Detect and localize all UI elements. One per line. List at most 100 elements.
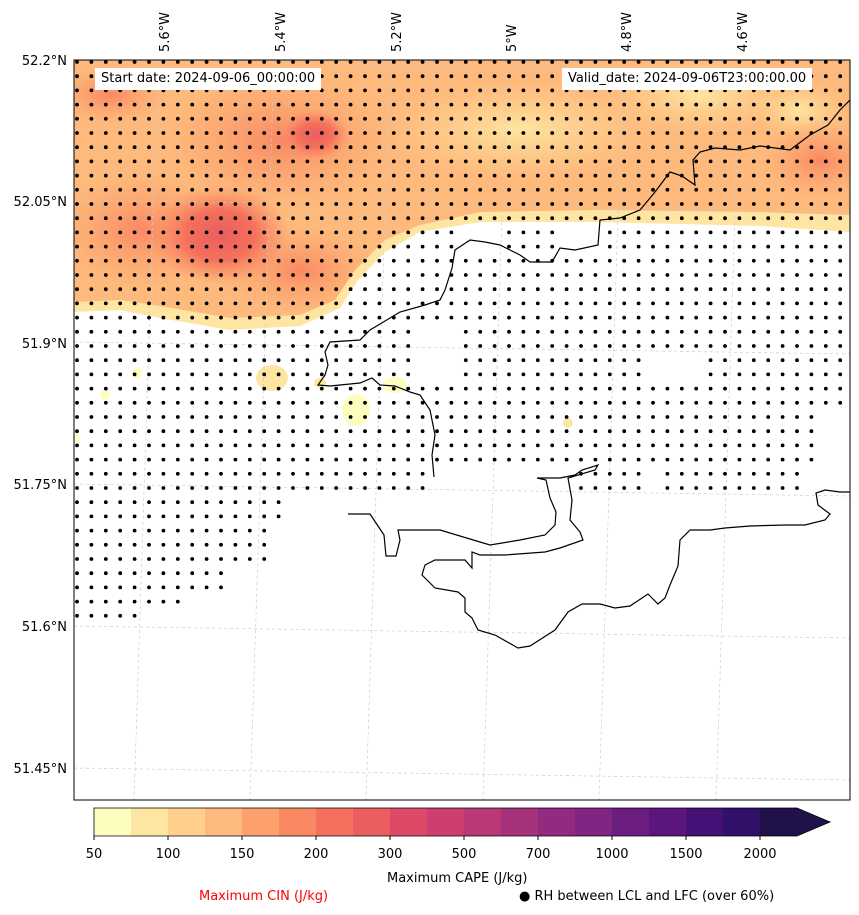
rh-dot	[348, 102, 353, 107]
rh-dot	[593, 131, 598, 135]
rh-dot	[204, 443, 209, 448]
rh-dot	[823, 202, 828, 206]
rh-dot	[391, 102, 396, 107]
rh-dot	[622, 273, 627, 277]
rh-dot	[319, 258, 324, 263]
rh-dot	[780, 230, 785, 235]
rh-dot	[679, 301, 684, 306]
rh-dot	[132, 457, 137, 462]
rh-dot	[593, 429, 598, 434]
lon-tick-label: 5.6°W	[158, 12, 173, 52]
rh-dot	[219, 372, 223, 377]
rh-dot	[132, 230, 137, 235]
rh-dot	[334, 159, 339, 164]
rh-dot	[161, 486, 166, 490]
rh-dot	[579, 486, 583, 490]
rh-dot	[694, 429, 699, 434]
rh-dot	[766, 216, 771, 221]
rh-dot	[118, 542, 123, 547]
colorbar-tick-label: 300	[378, 847, 403, 862]
rh-dot	[219, 571, 223, 576]
rh-dot	[507, 173, 511, 178]
rh-dot	[564, 415, 569, 419]
rh-dot	[723, 173, 727, 178]
rh-dot	[751, 358, 756, 363]
rh-dot	[348, 301, 353, 306]
rh-dot	[665, 131, 670, 135]
rh-dot	[478, 457, 483, 462]
rh-dot	[809, 443, 814, 448]
rh-dot	[89, 173, 94, 178]
rh-dot	[651, 329, 655, 334]
rh-dot	[103, 273, 108, 277]
rh-dot	[291, 287, 295, 292]
rh-dot	[838, 273, 843, 277]
rh-dot	[795, 301, 799, 306]
colorbar-swatch	[205, 808, 243, 836]
rh-dot	[478, 145, 483, 150]
rh-dot	[823, 244, 828, 249]
rh-dot	[780, 273, 785, 277]
rh-dot	[737, 372, 742, 377]
rh-dot	[175, 258, 180, 263]
rh-dot	[420, 443, 425, 448]
rh-dot	[723, 131, 727, 135]
rh-dot	[132, 315, 137, 320]
rh-dot	[737, 159, 742, 164]
rh-dot	[391, 471, 396, 476]
rh-dot	[507, 145, 511, 150]
rh-dot	[492, 187, 497, 192]
rh-dot	[291, 145, 295, 150]
rh-dot	[391, 131, 396, 135]
rh-dot	[636, 102, 641, 107]
rh-dot	[291, 159, 295, 164]
rh-dot	[651, 202, 655, 206]
rh-dot	[751, 457, 756, 462]
rh-dot	[305, 102, 310, 107]
rh-dot	[694, 329, 699, 334]
rh-dot	[478, 358, 483, 363]
rh-dot	[679, 471, 684, 476]
rh-dot	[679, 244, 684, 249]
colorbar-swatch	[279, 808, 317, 836]
rh-dot	[579, 202, 583, 206]
rh-dot	[377, 329, 382, 334]
rh-dot	[305, 216, 310, 221]
rh-dot	[420, 471, 425, 476]
rh-dot	[305, 187, 310, 192]
rh-dot	[679, 230, 684, 235]
rh-dot	[219, 415, 223, 419]
rh-dot	[262, 202, 267, 206]
rh-dot	[492, 60, 497, 64]
rh-dot	[147, 557, 151, 561]
rh-dot	[132, 500, 137, 505]
rh-dot	[737, 386, 742, 391]
rh-dot	[449, 88, 454, 93]
rh-dot	[463, 372, 468, 377]
rh-dot	[622, 415, 627, 419]
rh-dot	[593, 301, 598, 306]
rh-dot	[262, 60, 267, 64]
rh-dot	[521, 415, 526, 419]
rh-dot	[391, 429, 396, 434]
rh-dot	[161, 514, 166, 519]
rh-dot	[247, 159, 252, 164]
rh-dot	[161, 244, 166, 249]
rh-dot	[420, 173, 425, 178]
rh-dot	[147, 187, 151, 192]
rh-dot	[147, 599, 151, 604]
rh-dot	[377, 116, 382, 121]
rh-dot	[319, 102, 324, 107]
rh-dot	[435, 443, 439, 448]
rh-dot	[406, 202, 411, 206]
rh-dot	[118, 187, 123, 192]
rh-dot	[607, 415, 612, 419]
rh-dot	[190, 400, 195, 405]
rh-dot	[492, 131, 497, 135]
rh-dot	[507, 358, 511, 363]
rh-dot	[766, 230, 771, 235]
rh-dot	[190, 230, 195, 235]
rh-dot	[219, 514, 223, 519]
rh-dot	[391, 230, 396, 235]
rh-dot	[103, 145, 108, 150]
